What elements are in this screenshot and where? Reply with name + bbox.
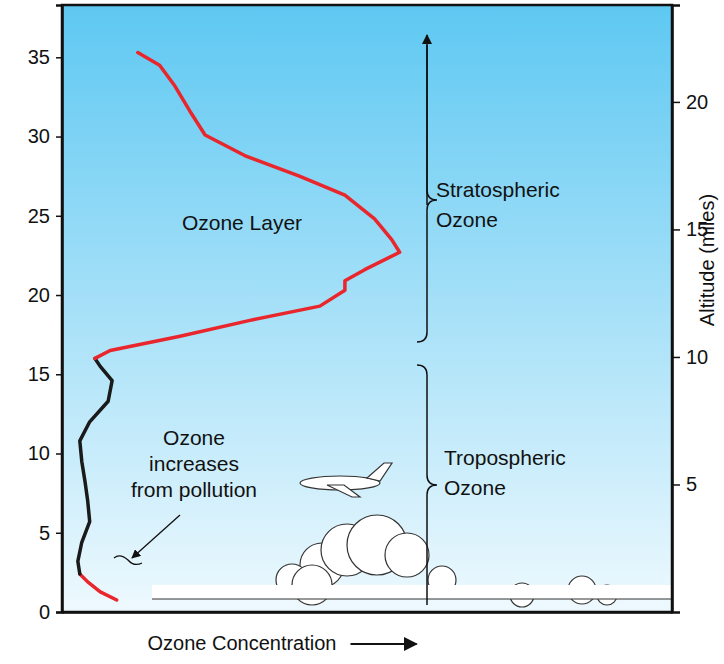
tick-mark: [56, 374, 62, 376]
ozone-profile: [95, 53, 400, 359]
tick-mark: [672, 484, 680, 486]
plot-background: [62, 5, 672, 612]
tick-mark: [56, 136, 62, 138]
tick: 25: [28, 205, 62, 227]
tick: 15: [28, 363, 62, 385]
cloud-base: [152, 585, 672, 599]
tick-label: 35: [28, 46, 50, 68]
tick: 5: [672, 473, 697, 495]
plot: 051015202530355101520: [28, 5, 709, 623]
y2-axis-line: [673, 6, 681, 613]
annotation: Ozone: [163, 426, 225, 449]
tick-mark: [56, 612, 62, 614]
tick-mark: [56, 453, 62, 455]
tick-label: 30: [28, 125, 50, 147]
tick-label: 5: [686, 473, 697, 495]
tick-mark: [672, 229, 680, 231]
annotation: from pollution: [131, 478, 257, 501]
tick-label: 20: [28, 284, 50, 306]
ozone-profile: [78, 358, 112, 574]
tick-label: 5: [39, 522, 50, 544]
x-axis-arrow: [351, 643, 417, 645]
y-axis: 0 5 10 15 20 25 30 35: [28, 6, 63, 623]
airplane-wing: [327, 485, 360, 497]
chart: 051015202530355101520Ozone Concentration…: [0, 0, 724, 664]
annotation: increases: [149, 452, 239, 475]
tick-mark: [672, 102, 680, 104]
tick-label: 20: [686, 91, 708, 113]
tick-label: 25: [28, 205, 50, 227]
airplane-tail: [367, 463, 392, 481]
tick: 0: [39, 601, 62, 623]
annotation: Tropospheric: [444, 446, 566, 469]
y-axis-line: [56, 6, 63, 613]
x-axis: [63, 612, 673, 613]
pollution-arrow: [132, 515, 180, 558]
annotation: Stratospheric: [436, 178, 560, 201]
annotation: Ozone: [444, 476, 506, 499]
tick: 10: [28, 442, 62, 464]
pollution-bracket: [114, 556, 142, 565]
ozone-profile: [80, 574, 117, 600]
braces: [417, 35, 437, 605]
tick-label: 15: [28, 363, 50, 385]
tick: 20: [28, 284, 62, 306]
x-axis-title: Ozone Concentration: [147, 632, 336, 654]
cloud: [385, 533, 429, 577]
tick-mark: [56, 57, 62, 59]
tick-mark: [56, 533, 62, 535]
x-axis-line: [63, 611, 673, 614]
tick: 20: [672, 91, 708, 113]
tick: 10: [672, 346, 708, 368]
tick-label: 0: [39, 601, 50, 623]
tick: 35: [28, 46, 62, 68]
annotations: Ozone Layer Stratospheric Ozone Tropospheri…: [114, 178, 566, 564]
tick-mark: [672, 357, 680, 359]
lines: [78, 53, 400, 600]
tick-label: 10: [28, 442, 50, 464]
cloud-line: [152, 598, 672, 599]
tick-mark: [56, 216, 62, 218]
tick-mark: [56, 295, 62, 297]
tick: 5: [39, 522, 62, 544]
frame: [62, 5, 672, 612]
stratosphere-arrow: [426, 35, 428, 205]
annotation: Ozone: [436, 208, 498, 231]
annotation: Ozone Layer: [182, 211, 302, 234]
tick-label: 10: [686, 346, 708, 368]
tick: 30: [28, 125, 62, 147]
troposphere-brace: [417, 365, 437, 605]
y2-axis-title: Altitude (miles): [696, 194, 718, 326]
